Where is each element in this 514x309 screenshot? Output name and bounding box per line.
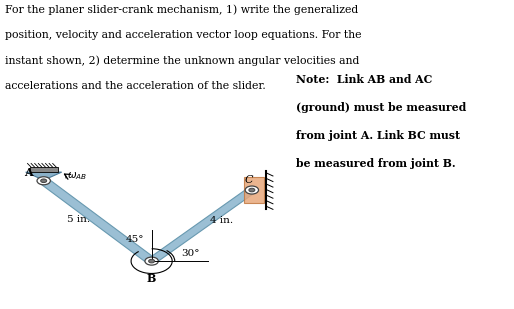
Circle shape (245, 186, 259, 194)
Circle shape (249, 188, 255, 192)
Text: 4 in.: 4 in. (210, 215, 233, 225)
Text: instant shown, 2) determine the unknown angular velocities and: instant shown, 2) determine the unknown … (5, 55, 359, 66)
Text: be measured from joint B.: be measured from joint B. (296, 158, 455, 169)
Polygon shape (148, 188, 256, 263)
Text: A: A (24, 167, 32, 178)
Circle shape (37, 177, 50, 185)
Text: 30°: 30° (181, 248, 200, 257)
Circle shape (145, 257, 158, 265)
Text: Note:  Link AB and AC: Note: Link AB and AC (296, 74, 432, 85)
Bar (244, 177, 264, 203)
Text: B: B (147, 273, 156, 285)
Text: For the planer slider-crank mechanism, 1) write the generalized: For the planer slider-crank mechanism, 1… (5, 5, 358, 15)
Text: C: C (245, 176, 253, 185)
Bar (30, 167, 58, 172)
Text: $\omega_{AB}$: $\omega_{AB}$ (67, 170, 87, 182)
Circle shape (247, 187, 257, 193)
Circle shape (146, 258, 157, 264)
Text: from joint A. Link BC must: from joint A. Link BC must (296, 130, 460, 141)
Circle shape (149, 259, 155, 263)
Text: position, velocity and acceleration vector loop equations. For the: position, velocity and acceleration vect… (5, 30, 362, 40)
Circle shape (41, 179, 47, 183)
Text: 45°: 45° (125, 235, 144, 244)
Text: (ground) must be measured: (ground) must be measured (296, 102, 466, 113)
Text: accelerations and the acceleration of the slider.: accelerations and the acceleration of th… (5, 81, 266, 91)
Polygon shape (39, 179, 156, 263)
Circle shape (38, 177, 49, 184)
Circle shape (146, 258, 157, 265)
Text: 5 in.: 5 in. (67, 215, 89, 224)
Polygon shape (26, 172, 62, 180)
